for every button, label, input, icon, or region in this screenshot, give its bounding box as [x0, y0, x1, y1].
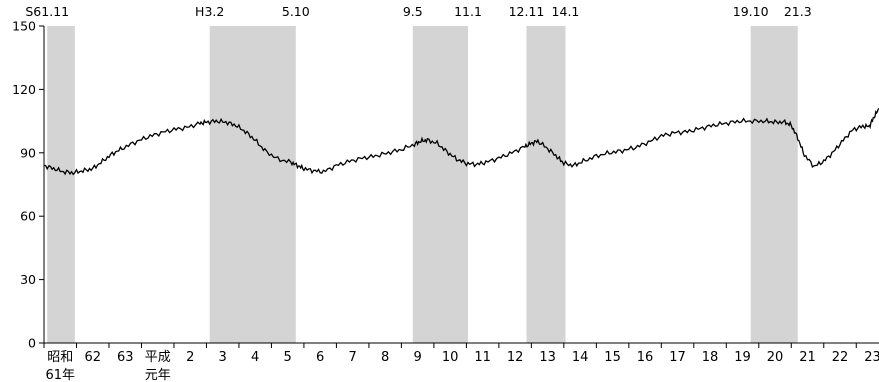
recession-date-labels: S61.11 H3.2 5.10 9.5 11.1 12.11 14.1 19.10 21.3	[25, 4, 811, 19]
x-tick-label: 17	[669, 350, 686, 365]
recession-band	[750, 26, 798, 343]
x-tick-label: 5	[284, 350, 292, 365]
x-tick-label: 62	[84, 350, 101, 365]
x-tick-label: 11	[474, 350, 491, 365]
recession-end-label: 5.10	[282, 4, 310, 19]
series-line	[44, 107, 879, 176]
x-tick-label: 13	[539, 350, 556, 365]
x-tick-label: 7	[349, 350, 357, 365]
axes	[43, 26, 879, 344]
x-tick-label: 2	[186, 350, 194, 365]
y-tick-label: 90	[20, 145, 36, 160]
x-tick-label: 平成	[145, 350, 171, 365]
recession-band	[47, 26, 75, 343]
recession-start-label: 9.5	[403, 4, 423, 19]
recession-band	[209, 26, 296, 343]
x-tick-label: 23	[864, 350, 879, 365]
recession-end-label: 11.1	[454, 4, 482, 19]
x-tick-label: 16	[637, 350, 654, 365]
y-tick-label: 0	[28, 336, 36, 351]
x-tick-label: 8	[381, 350, 389, 365]
x-tick-label: 22	[832, 350, 849, 365]
recession-band	[412, 26, 468, 343]
y-tick-label: 60	[20, 209, 36, 224]
y-tick-label: 120	[12, 82, 36, 97]
x-tick-label: 9	[413, 350, 421, 365]
x-tick-label: 14	[572, 350, 589, 365]
y-tick-label: 30	[20, 272, 36, 287]
x-tick-label-sub: 元年	[145, 368, 171, 382]
x-tick-label: 19	[734, 350, 751, 365]
x-tick-label: 6	[316, 350, 324, 365]
y-ticks: 0 30 60 90 120 150	[12, 19, 44, 351]
x-tick-label: 15	[604, 350, 621, 365]
recession-start-label: S61.11	[25, 4, 69, 19]
x-tick-label: 昭和	[47, 350, 73, 365]
recession-start-label: 12.11	[509, 4, 545, 19]
x-tick-label: 4	[251, 350, 259, 365]
x-tick-label: 20	[767, 350, 784, 365]
x-tick-label-sub: 61年	[45, 368, 75, 382]
x-tick-label: 3	[219, 350, 227, 365]
recession-end-label: 14.1	[552, 4, 580, 19]
recession-start-label: H3.2	[195, 4, 224, 19]
x-tick-label: 18	[702, 350, 719, 365]
recession-end-label: 21.3	[784, 4, 812, 19]
x-tick-label: 12	[507, 350, 524, 365]
recession-band	[526, 26, 566, 343]
x-tick-label: 10	[442, 350, 459, 365]
x-tick-label: 21	[799, 350, 816, 365]
y-tick-label: 150	[12, 19, 36, 34]
recession-bands	[47, 26, 798, 343]
recession-start-label: 19.10	[733, 4, 769, 19]
x-tick-label: 63	[117, 350, 134, 365]
